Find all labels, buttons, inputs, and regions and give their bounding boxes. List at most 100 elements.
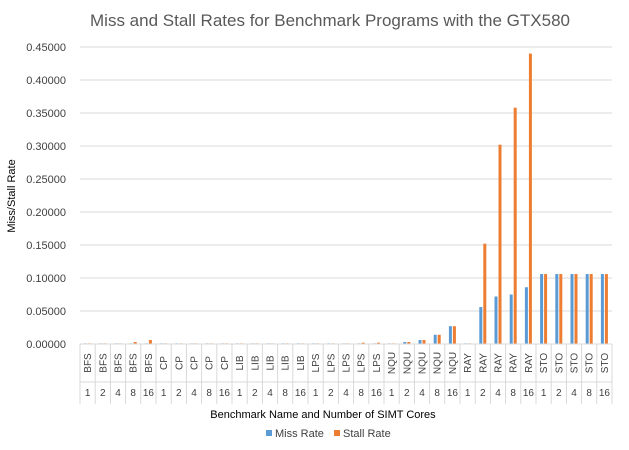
bar-stall-rate [574, 274, 578, 344]
x-category-name: LIB [250, 355, 261, 370]
x-category-cores: 1 [389, 388, 395, 399]
x-category-cores: 2 [252, 388, 258, 399]
x-category-name: CP [205, 356, 216, 370]
bar-stall-rate [589, 274, 593, 344]
y-tick-label: 0.35000 [26, 108, 66, 120]
x-category-cores: 4 [191, 388, 197, 399]
y-axis-title: Miss/Stall Rate [6, 159, 18, 232]
x-category-cores: 8 [358, 388, 364, 399]
bar-miss-rate [433, 334, 437, 344]
x-category-cores: 16 [447, 388, 459, 399]
x-category-cores: 2 [176, 388, 182, 399]
x-category-cores: 8 [206, 388, 212, 399]
x-category-name: RAY [494, 353, 505, 373]
y-tick-label: 0.20000 [26, 207, 66, 219]
x-category-cores: 1 [85, 388, 91, 399]
bar-stall-rate [604, 274, 608, 344]
y-tick-label: 0.30000 [26, 141, 66, 153]
x-category-name: BFS [114, 353, 125, 373]
bar-miss-rate [600, 274, 604, 344]
bar-miss-rate [494, 296, 498, 344]
x-category-name: CP [190, 356, 201, 370]
legend: Miss Rate Stall Rate [266, 428, 391, 440]
x-category-cores: 2 [100, 388, 106, 399]
x-category-cores: 8 [130, 388, 136, 399]
x-category-cores: 2 [480, 388, 486, 399]
legend-swatch-miss-rate [266, 430, 272, 436]
legend-label-stall-rate: Stall Rate [343, 428, 391, 440]
bar-stall-rate [559, 274, 563, 344]
bar-stall-rate [483, 243, 487, 344]
bar-stall-rate [528, 53, 532, 344]
bar-miss-rate [403, 342, 407, 344]
x-category-cores: 16 [295, 388, 307, 399]
bar-miss-rate [555, 274, 559, 344]
x-category-cores: 1 [161, 388, 167, 399]
x-category-cores: 4 [495, 388, 501, 399]
x-category-cores: 16 [599, 388, 611, 399]
x-category-cores: 4 [115, 388, 121, 399]
x-category-cores: 4 [343, 388, 349, 399]
x-axis-title: Benchmark Name and Number of SIMT Cores [210, 409, 436, 421]
bars [84, 53, 608, 345]
x-category-cores: 16 [219, 388, 231, 399]
y-tick-label: 0.05000 [26, 306, 66, 318]
x-category-name: RAY [509, 353, 520, 373]
bar-stall-rate [376, 342, 380, 344]
x-category-cores: 16 [143, 388, 155, 399]
y-tick-label: 0.15000 [26, 240, 66, 252]
y-tick-label: 0.25000 [26, 174, 66, 186]
bar-stall-rate [452, 326, 456, 344]
x-category-name: CP [159, 356, 170, 370]
x-category-name: LIB [235, 355, 246, 370]
x-category-cores: 4 [419, 388, 425, 399]
x-category-cores: 1 [465, 388, 471, 399]
legend-label-miss-rate: Miss Rate [275, 428, 324, 440]
y-tick-label: 0.10000 [26, 273, 66, 285]
x-category-name: LPS [342, 353, 353, 372]
x-category-name: CP [220, 356, 231, 370]
x-category-name: BFS [98, 353, 109, 373]
y-tick-label: 0.00000 [26, 339, 66, 351]
bar-miss-rate [585, 274, 589, 344]
legend-swatch-stall-rate [334, 430, 340, 436]
x-category-cores: 1 [313, 388, 319, 399]
y-tick-label: 0.45000 [26, 42, 66, 54]
x-category-name: BFS [129, 353, 140, 373]
bar-miss-rate [509, 294, 513, 344]
x-category-cores: 1 [237, 388, 243, 399]
x-category-name: NQU [448, 352, 459, 374]
bar-stall-rate [422, 340, 426, 344]
x-category-name: LPS [311, 353, 322, 372]
y-axis-ticks: 0.00000 0.05000 0.10000 0.15000 0.20000 0.250… [26, 42, 66, 351]
x-category-name: CP [174, 356, 185, 370]
x-category-name: NQU [418, 352, 429, 374]
bar-miss-rate [540, 274, 544, 344]
x-category-name: NQU [433, 352, 444, 374]
x-category-name: RAY [524, 353, 535, 373]
x-category-name: STO [585, 353, 596, 374]
x-category-name: NQU [402, 352, 413, 374]
bar-miss-rate [524, 287, 528, 344]
x-category-name: LIB [266, 355, 277, 370]
gridlines [80, 46, 612, 312]
bar-miss-rate [570, 274, 574, 344]
x-category-name: RAY [463, 353, 474, 373]
x-category-name: STO [570, 353, 581, 374]
x-category-name: LIB [296, 355, 307, 370]
x-category-name: BFS [144, 353, 155, 373]
x-category-name: LPS [372, 353, 383, 372]
x-category-cores: 8 [510, 388, 516, 399]
bar-miss-rate [418, 340, 422, 344]
x-category-name: LIB [281, 355, 292, 370]
bar-stall-rate [407, 342, 411, 344]
x-category-cores: 2 [404, 388, 410, 399]
x-category-cores: 4 [267, 388, 273, 399]
bar-miss-rate [448, 326, 452, 344]
x-category-name: STO [554, 353, 565, 374]
x-category-cores: 16 [523, 388, 535, 399]
bar-stall-rate [133, 342, 137, 344]
x-category-name: NQU [387, 352, 398, 374]
x-category-cores: 16 [371, 388, 383, 399]
